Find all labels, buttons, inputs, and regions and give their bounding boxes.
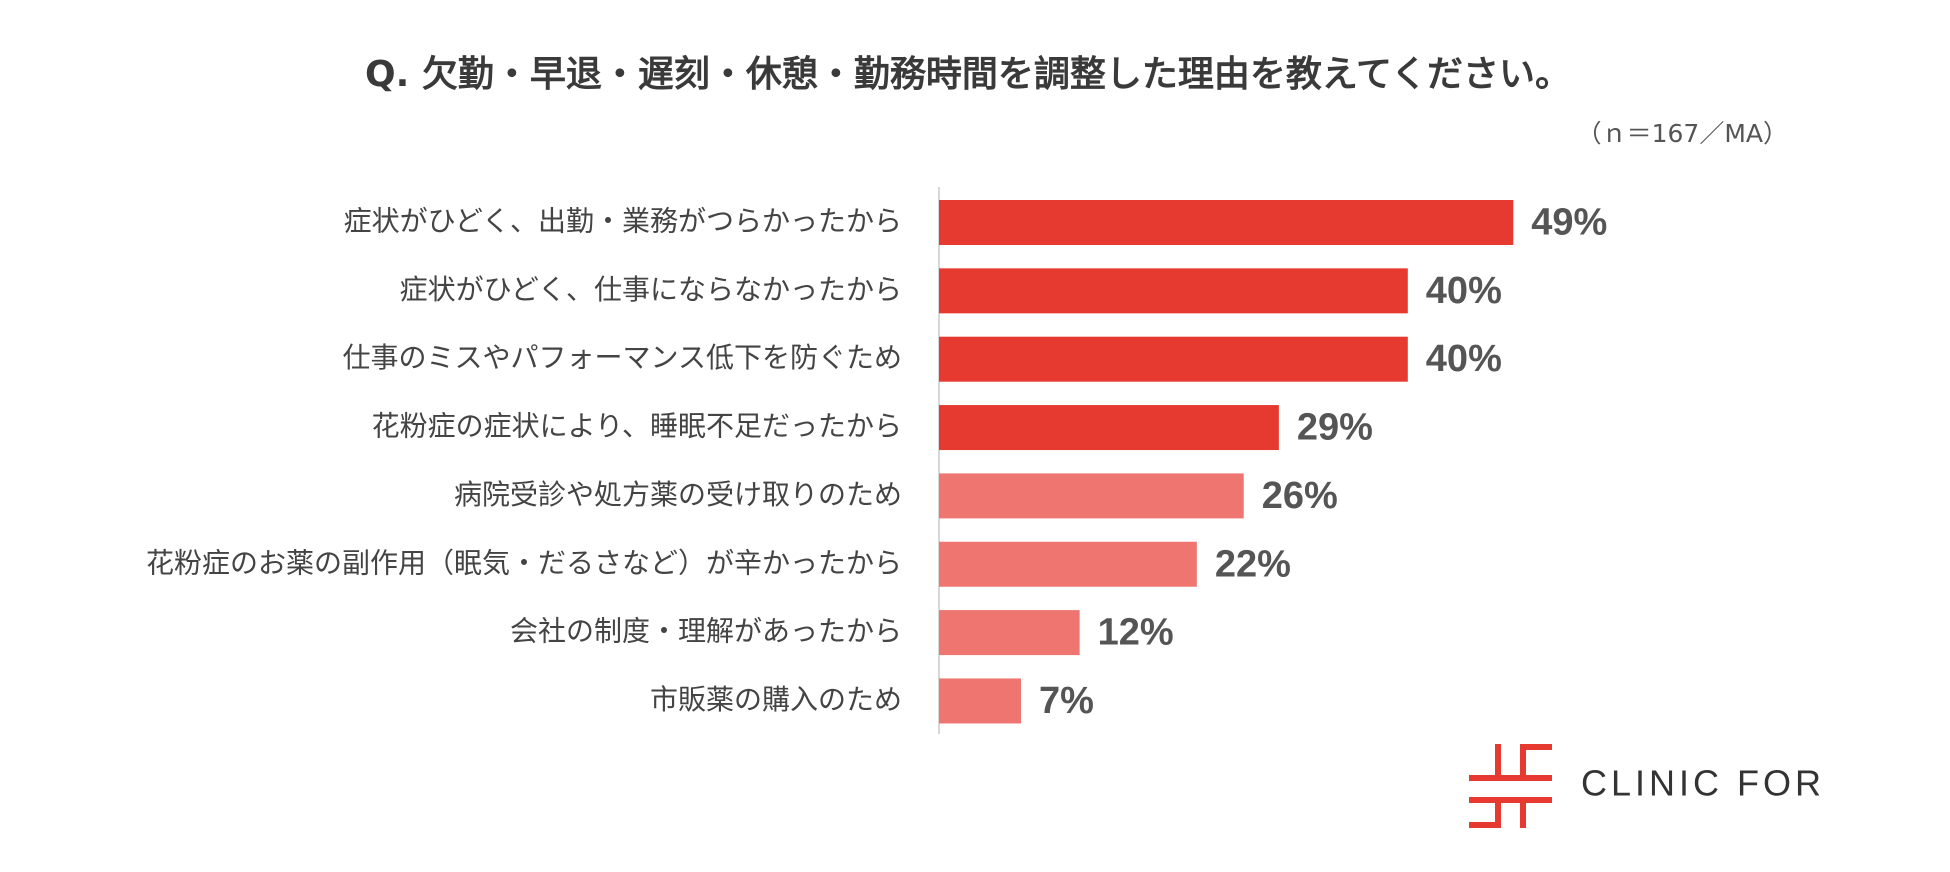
brand: CLINIC FOR bbox=[1581, 763, 1825, 804]
logo-bars bbox=[1469, 775, 1552, 803]
bar bbox=[939, 336, 1408, 382]
category-label: 症状がひどく、出勤・業務がつらかったから bbox=[344, 205, 902, 238]
value-label: 22% bbox=[1215, 543, 1291, 585]
category-label: 会社の制度・理解があったから bbox=[510, 615, 902, 648]
chart-title: Q. 欠勤・早退・遅刻・休憩・勤務時間を調整した理由を教えてください。 bbox=[365, 53, 1571, 95]
value-label: 40% bbox=[1426, 270, 1502, 312]
category-label: 症状がひどく、仕事にならなかったから bbox=[400, 273, 902, 306]
logo bbox=[1469, 744, 1552, 828]
bar bbox=[939, 678, 1022, 724]
category-label: 病院受診や処方薬の受け取りのため bbox=[454, 478, 902, 511]
logo-posts bbox=[1495, 744, 1526, 828]
bar bbox=[939, 473, 1244, 519]
category-label: 市販薬の購入のため bbox=[650, 683, 902, 716]
category-label: 花粉症のお薬の副作用（眠気・だるさなど）が辛かったから bbox=[146, 546, 902, 579]
logo-ends bbox=[1469, 744, 1552, 828]
bar bbox=[939, 610, 1080, 656]
bar bbox=[939, 405, 1279, 451]
value-label: 7% bbox=[1039, 680, 1094, 722]
value-label: 26% bbox=[1262, 475, 1338, 517]
bar bbox=[939, 200, 1514, 245]
value-label: 40% bbox=[1426, 338, 1502, 380]
bar bbox=[939, 268, 1408, 314]
category-label: 仕事のミスやパフォーマンス低下を防ぐため bbox=[343, 341, 902, 374]
chart-note: （ｎ＝167／MA） bbox=[1577, 119, 1788, 148]
value-label: 12% bbox=[1098, 612, 1174, 654]
category-label: 花粉症の症状により、睡眠不足だったから bbox=[372, 410, 902, 443]
bar bbox=[939, 541, 1197, 587]
value-label: 29% bbox=[1297, 407, 1373, 449]
value-label: 49% bbox=[1531, 202, 1607, 244]
